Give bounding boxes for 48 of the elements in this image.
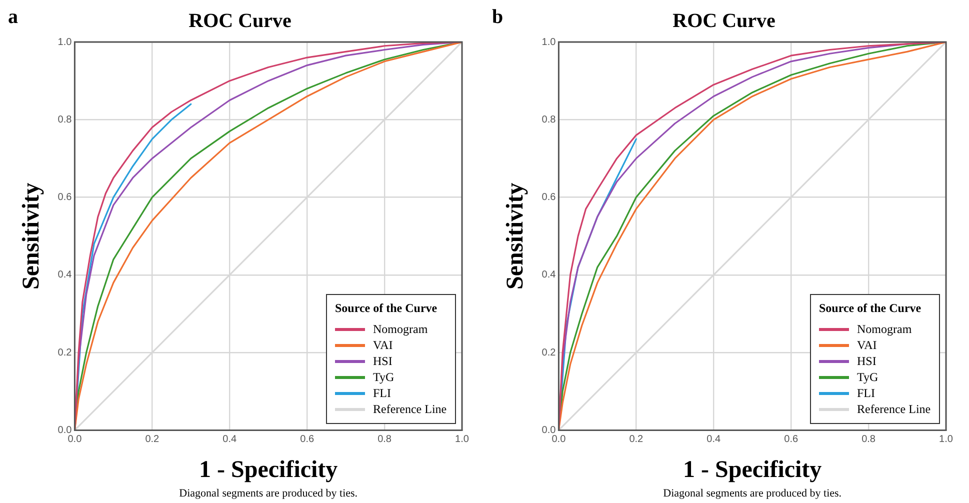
- text: b: [492, 6, 504, 28]
- x-tick-label: 0.0: [552, 434, 566, 445]
- legend-label: VAI: [857, 338, 877, 353]
- y-tick-label: 0.6: [58, 192, 72, 204]
- x-tick-label: 0.8: [378, 434, 392, 445]
- text: a: [8, 6, 18, 28]
- y-tick-label: 0.0: [58, 424, 72, 436]
- x-tick-label: 0.6: [784, 434, 798, 445]
- y-tick-label: 0.8: [542, 114, 556, 126]
- legend-label: FLI: [857, 386, 875, 401]
- legend-title: Source of the Curve: [335, 301, 438, 316]
- chart-title: ROC Curve: [672, 10, 776, 32]
- x-tick-label: 0.6: [300, 434, 314, 445]
- legend-label: Nomogram: [373, 322, 428, 337]
- y-tick-label: 0.6: [542, 192, 556, 204]
- x-tick-label: 0.0: [68, 434, 82, 445]
- y-tick-label: 0.4: [58, 270, 72, 281]
- x-tick-label: 0.8: [862, 434, 876, 445]
- legend-label: Nomogram: [857, 322, 912, 337]
- y-tick-label: 0.0: [542, 424, 556, 436]
- chart-title: ROC Curve: [188, 10, 292, 32]
- x-tick-label: 1.0: [455, 434, 470, 445]
- legend-title: Source of the Curve: [819, 301, 922, 316]
- legend-label: Reference Line: [857, 402, 931, 417]
- x-tick-label: 0.4: [706, 434, 722, 445]
- x-tick-label: 0.2: [629, 434, 644, 445]
- y-axis-title: Sensitivity: [502, 182, 529, 290]
- text: Diagonal segments are produced by ties.: [179, 487, 358, 500]
- legend-label: TyG: [373, 370, 394, 385]
- x-tick-label: 0.4: [222, 434, 238, 445]
- y-axis-title: Sensitivity: [18, 182, 45, 290]
- x-axis-title: 1 - Specificity: [199, 456, 338, 483]
- x-axis-title: 1 - Specificity: [683, 456, 822, 483]
- legend-label: Reference Line: [373, 402, 447, 417]
- y-tick-label: 0.2: [58, 347, 72, 358]
- y-tick-label: 0.4: [542, 270, 556, 281]
- y-tick-label: 1.0: [542, 36, 556, 48]
- x-tick-label: 1.0: [939, 434, 954, 445]
- x-tick-label: 0.2: [145, 434, 160, 445]
- y-tick-label: 0.2: [542, 347, 556, 358]
- legend-label: FLI: [373, 386, 391, 401]
- y-tick-label: 0.8: [58, 114, 72, 126]
- legend-label: HSI: [857, 354, 876, 369]
- y-tick-label: 1.0: [58, 36, 72, 48]
- legend-label: HSI: [373, 354, 392, 369]
- legend-label: TyG: [857, 370, 878, 385]
- legend-label: VAI: [373, 338, 393, 353]
- text: Diagonal segments are produced by ties.: [663, 487, 842, 500]
